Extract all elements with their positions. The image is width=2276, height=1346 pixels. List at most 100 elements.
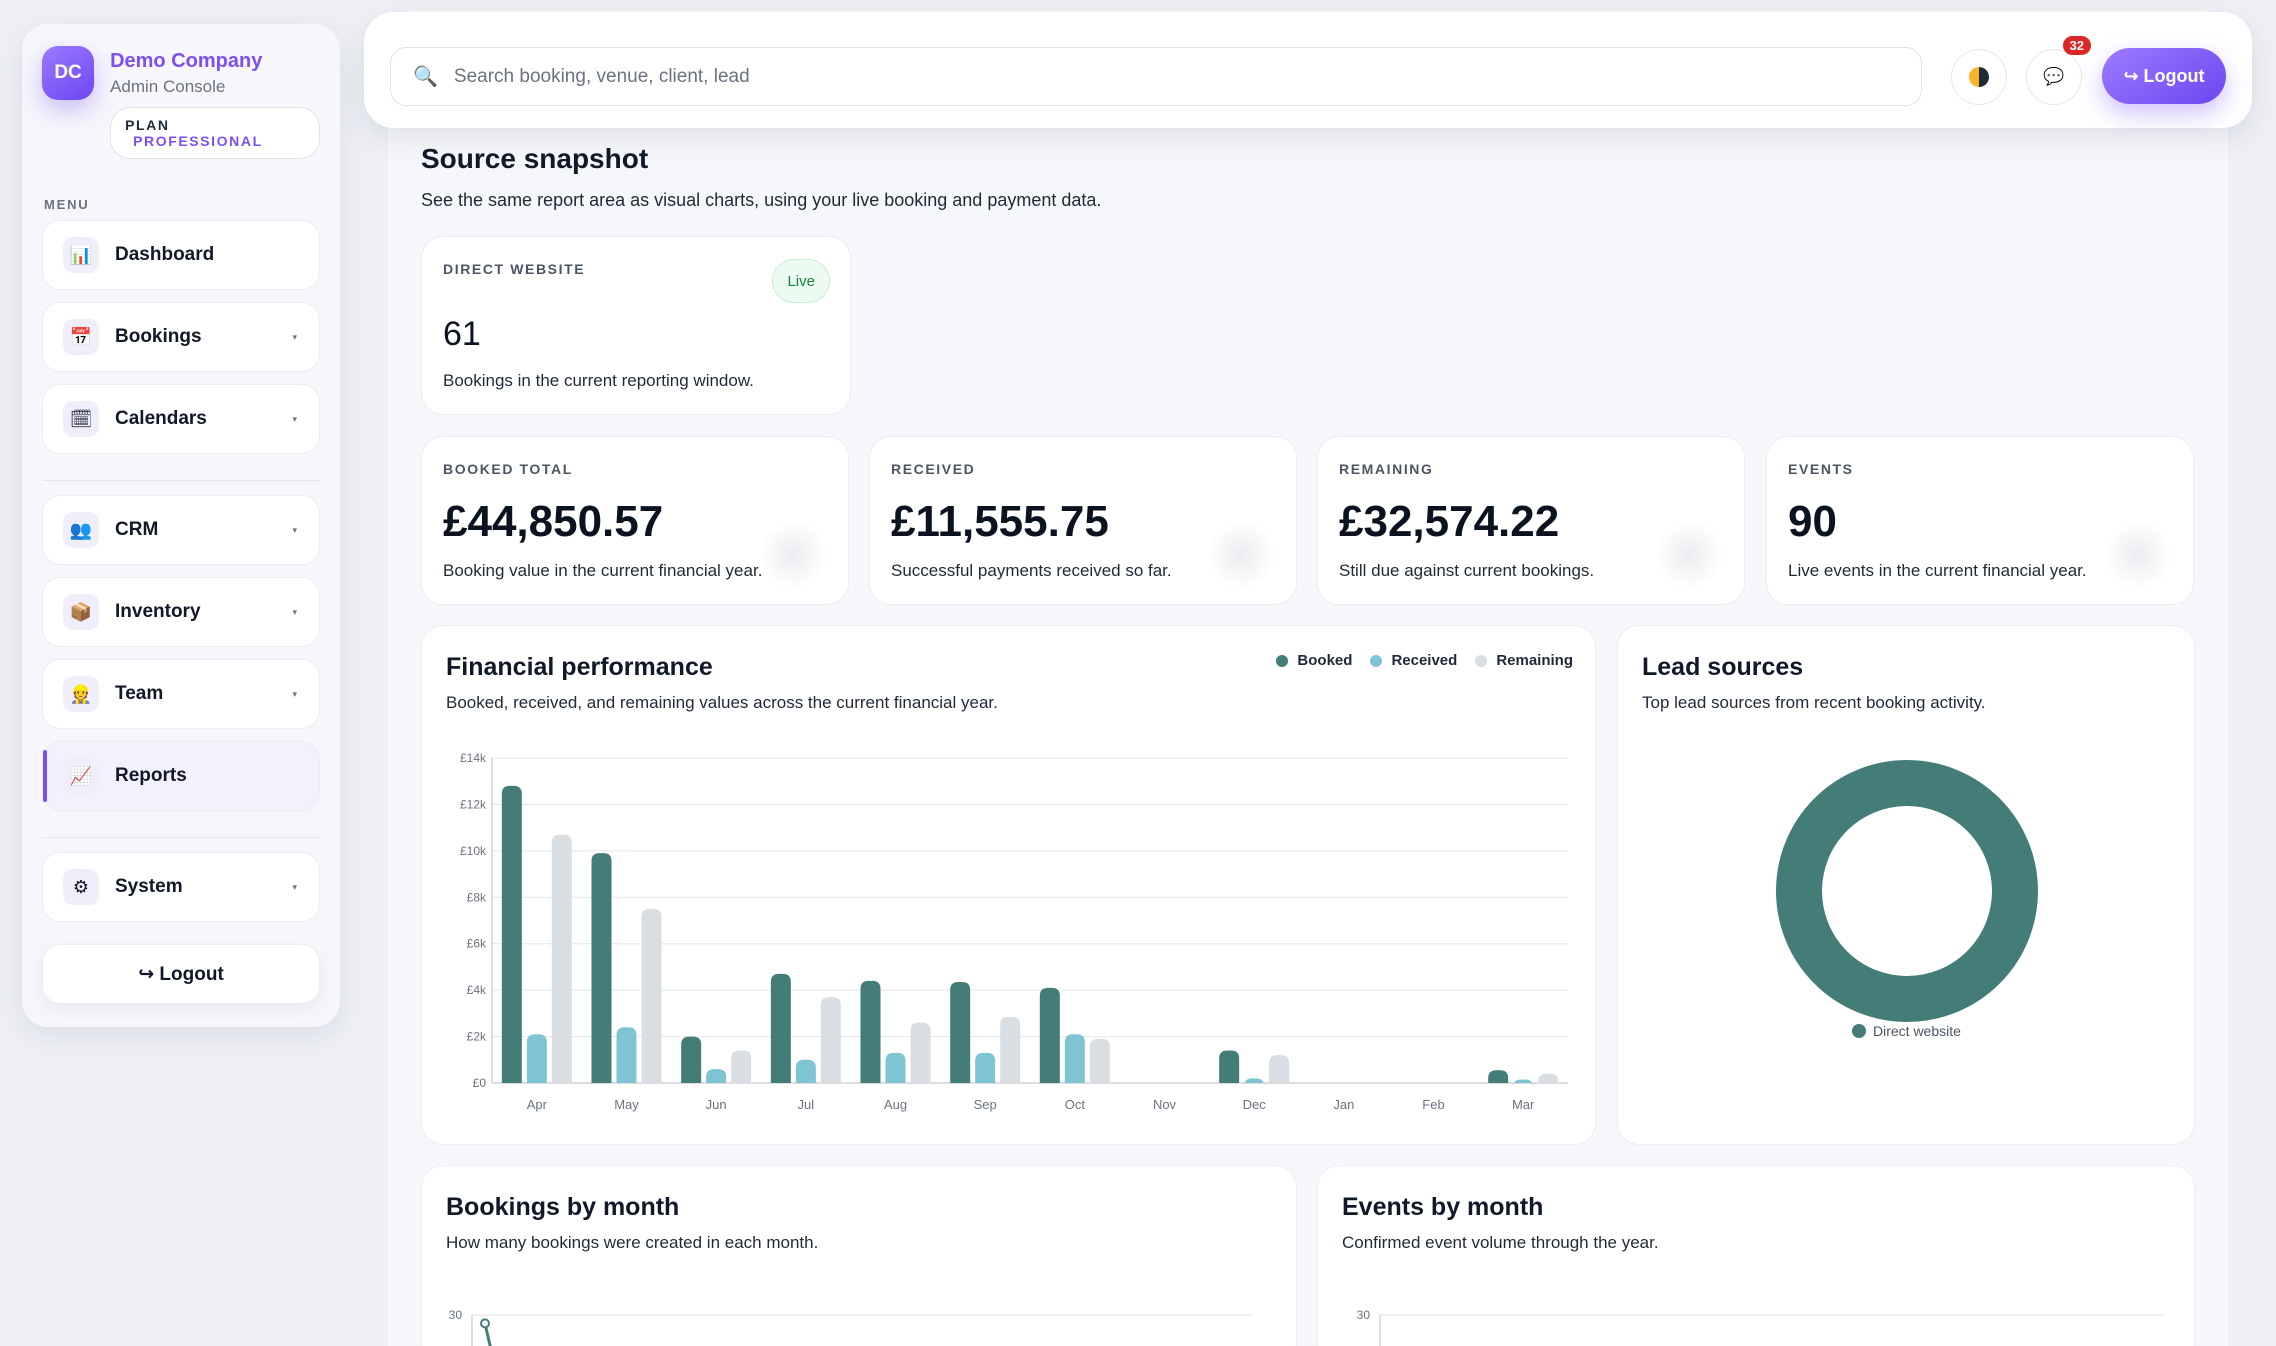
decorative-blob (758, 520, 828, 590)
donut-legend: Direct website (1852, 1023, 1961, 1039)
sidebar-item-reports[interactable]: 📈 Reports (42, 741, 320, 811)
series-line (483, 1323, 492, 1346)
y-tick-label: 30 (449, 1308, 463, 1322)
sidebar-item-inventory[interactable]: 📦 Inventory ▾ (42, 577, 320, 647)
remaining-bar (1000, 1016, 1021, 1083)
top-bar: 🔍 💬 32 ↪ Logout (364, 12, 2252, 128)
company-logo: DC (42, 46, 95, 100)
section-title: Source snapshot (421, 143, 649, 174)
booked-bar (501, 785, 522, 1083)
x-tick-label: Jul (798, 1097, 815, 1112)
sidebar-item-team[interactable]: 👷 Team ▾ (42, 659, 320, 729)
notification-badge: 32 (2062, 36, 2091, 55)
financial-performance-card: Financial performance Booked, received, … (421, 625, 1596, 1145)
booked-bar (591, 853, 612, 1083)
remaining-bar (910, 1022, 931, 1083)
stat-card-events: EVENTS 90 Live events in the current fin… (1766, 436, 2194, 605)
financial-bar-chart: £0 £2k £4k £6k £8k £10k £12k £14k Apr May Jun Jul Au… (460, 751, 1568, 1112)
divider (42, 837, 320, 838)
x-tick-label: Nov (1153, 1097, 1177, 1112)
sidebar-item-label: Calendars (115, 408, 207, 429)
sidebar-logout-button[interactable]: ↪ Logout (42, 944, 320, 1004)
stat-card-booked-total: BOOKED TOTAL £44,850.57 Booking value in… (421, 436, 849, 605)
stat-kicker: BOOKED TOTAL (443, 461, 573, 477)
y-tick-label: £4k (467, 983, 487, 997)
messages-button[interactable]: 💬 32 (2026, 36, 2091, 105)
company-name: Demo Company (110, 50, 263, 72)
theme-toggle-button[interactable] (1951, 49, 2007, 105)
y-tick-label: £12k (460, 797, 487, 811)
sidebar-item-label: CRM (115, 519, 159, 540)
calendar-icon: 📅 (63, 319, 99, 355)
received-bar (1244, 1078, 1265, 1087)
sidebar-item-label: Reports (115, 765, 187, 786)
source-card-value: 61 (443, 315, 481, 353)
chat-icon: 💬 (2043, 67, 2065, 86)
chevron-down-icon: ▾ (292, 881, 297, 892)
sidebar-item-system[interactable]: ⚙ System ▾ (42, 852, 320, 922)
received-bar (526, 1034, 547, 1083)
booked-bar (950, 982, 971, 1083)
search-input[interactable] (453, 65, 1854, 88)
booked-bar (681, 1036, 702, 1083)
y-tick-label: £14k (460, 751, 487, 765)
booked-bar (1039, 987, 1060, 1083)
plan-key: PLAN (125, 117, 170, 133)
data-point (480, 1318, 490, 1329)
stat-description: Booking value in the current financial y… (443, 561, 763, 580)
card-title: Lead sources (1642, 653, 1804, 681)
theme-icon (1969, 67, 1989, 87)
stat-kicker: RECEIVED (891, 461, 976, 477)
card-title: Financial performance (446, 653, 713, 681)
legend-label: Received (1391, 652, 1458, 669)
x-tick-label: Jan (1333, 1097, 1354, 1112)
remaining-bar (551, 834, 572, 1083)
card-subtitle: Confirmed event volume through the year. (1342, 1233, 1659, 1252)
remaining-bar (1269, 1055, 1290, 1083)
stat-description: Still due against current bookings. (1339, 561, 1595, 580)
chevron-down-icon: ▾ (292, 524, 297, 535)
booked-bar (770, 973, 791, 1083)
x-tick-label: Mar (1512, 1097, 1535, 1112)
trend-chart-icon: 📈 (63, 758, 99, 794)
brand: DC Demo Company Admin Console PLAN PROFE… (42, 46, 320, 159)
stat-value: £11,555.75 (891, 497, 1109, 546)
chevron-down-icon: ▾ (292, 688, 297, 699)
sidebar-item-label: Bookings (115, 326, 202, 347)
legend-dot (1475, 654, 1488, 667)
stat-card-received: RECEIVED £11,555.75 Successful payments … (869, 436, 1297, 605)
x-tick-label: Jun (706, 1097, 727, 1112)
lead-sources-card: Lead sources Top lead sources from recen… (1617, 625, 2195, 1145)
stat-value: 90 (1788, 497, 1837, 546)
source-card: DIRECT WEBSITE Live 61 Bookings in the c… (421, 236, 851, 415)
x-tick-label: Dec (1243, 1097, 1267, 1112)
sidebar: DC Demo Company Admin Console PLAN PROFE… (22, 24, 340, 1027)
sidebar-item-dashboard[interactable]: 📊 Dashboard (42, 220, 320, 290)
x-tick-label: Feb (1422, 1097, 1444, 1112)
sidebar-item-calendars[interactable]: 🗓 Calendars ▾ (42, 384, 320, 454)
legend-label: Direct website (1873, 1023, 1961, 1039)
card-subtitle: Booked, received, and remaining values a… (446, 693, 998, 712)
legend-dot (1370, 654, 1383, 667)
legend-item-booked: Booked (1276, 652, 1352, 669)
menu-label: MENU (44, 197, 90, 212)
lead-sources-donut-chart (1776, 760, 2038, 1022)
sidebar-item-bookings[interactable]: 📅 Bookings ▾ (42, 302, 320, 372)
sidebar-item-label: Dashboard (115, 244, 215, 265)
search-box[interactable]: 🔍 (390, 47, 1922, 106)
worker-icon: 👷 (63, 676, 99, 712)
card-title: Bookings by month (446, 1193, 680, 1221)
events-bubble-chart: 3025 (1357, 1308, 2164, 1346)
remaining-bar (641, 908, 662, 1083)
stat-card-remaining: REMAINING £32,574.22 Still due against c… (1317, 436, 1745, 605)
bookings-by-month-card: Bookings by month How many bookings were… (421, 1165, 1297, 1346)
y-tick-label: £0 (473, 1076, 487, 1090)
sidebar-item-label: Team (115, 683, 164, 704)
card-title: Events by month (1342, 1193, 1544, 1221)
decorative-blob (1654, 520, 1724, 590)
people-icon: 👥 (63, 512, 99, 548)
received-bar (795, 1059, 816, 1083)
legend-label: Remaining (1496, 652, 1573, 669)
sidebar-item-crm[interactable]: 👥 CRM ▾ (42, 495, 320, 565)
logout-button[interactable]: ↪ Logout (2102, 48, 2226, 104)
